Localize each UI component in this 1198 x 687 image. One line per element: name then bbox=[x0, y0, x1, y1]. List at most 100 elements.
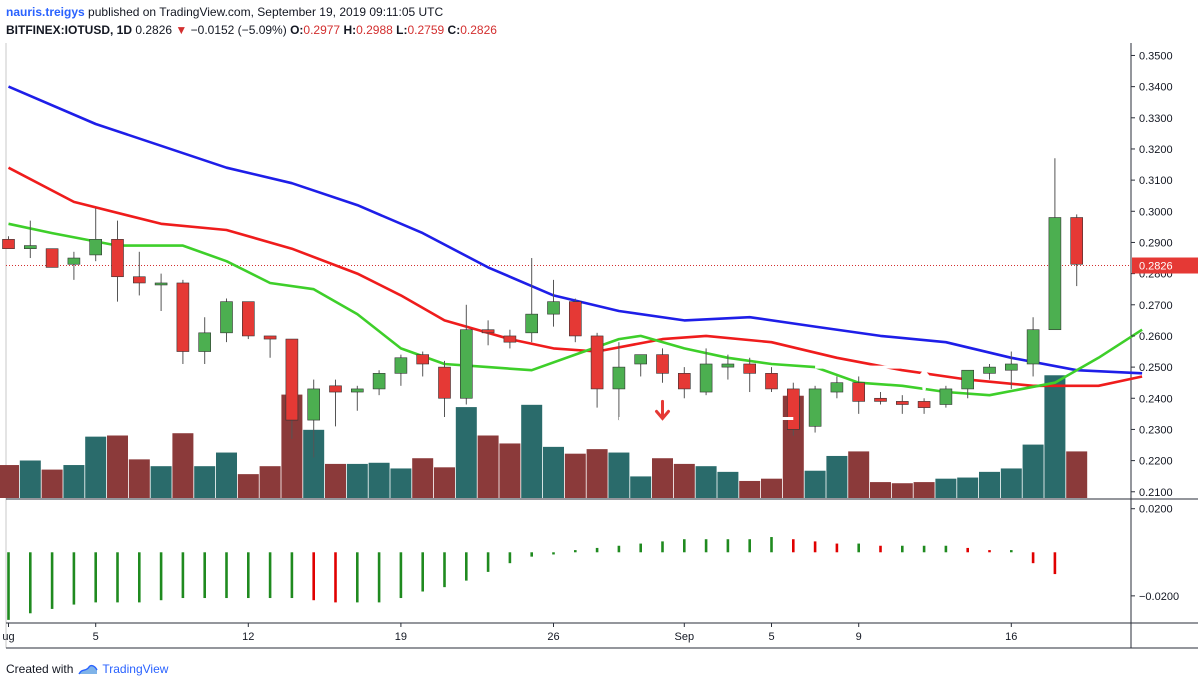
candle-body[interactable] bbox=[590, 335, 604, 390]
volume-bar bbox=[761, 478, 782, 498]
volume-bar bbox=[521, 404, 543, 498]
volume-bar bbox=[41, 469, 63, 498]
candle-body[interactable] bbox=[743, 363, 757, 374]
volume-bar bbox=[913, 482, 935, 498]
volume-bar bbox=[586, 449, 608, 498]
change-value: −0.0152 (−5.09%) bbox=[190, 23, 287, 37]
candle-body[interactable] bbox=[983, 366, 996, 374]
volume-bar bbox=[303, 429, 325, 498]
candle-body[interactable] bbox=[372, 373, 386, 390]
volume-bar bbox=[325, 463, 346, 498]
candle-body[interactable] bbox=[852, 382, 866, 402]
candle-body[interactable] bbox=[786, 388, 800, 430]
candle-body[interactable] bbox=[45, 248, 59, 268]
candle-body[interactable] bbox=[154, 282, 168, 286]
candle-body[interactable] bbox=[2, 239, 15, 249]
candle-body[interactable] bbox=[895, 401, 909, 405]
candle-body[interactable] bbox=[961, 369, 975, 390]
candle-body[interactable] bbox=[220, 301, 233, 334]
volume-bar bbox=[85, 436, 107, 498]
last-price-tag bbox=[1132, 257, 1198, 274]
candle-body[interactable] bbox=[23, 245, 37, 249]
candle-body[interactable] bbox=[1048, 217, 1062, 331]
volume-bar bbox=[1000, 468, 1022, 498]
volume-bar bbox=[1066, 451, 1088, 498]
volume-bar bbox=[957, 477, 979, 498]
author-link[interactable]: nauris.treigys bbox=[6, 5, 85, 19]
candle-body[interactable] bbox=[263, 335, 277, 340]
candle-body[interactable] bbox=[1070, 217, 1083, 265]
candle-body[interactable] bbox=[285, 338, 299, 421]
volume-bar bbox=[564, 453, 586, 498]
candle-body[interactable] bbox=[830, 382, 844, 393]
candle-body[interactable] bbox=[525, 313, 539, 334]
indicator-tick-label: −0.0200 bbox=[1139, 591, 1179, 603]
volume-bar bbox=[216, 452, 237, 498]
candle-body[interactable] bbox=[394, 357, 408, 374]
volume-bar bbox=[172, 433, 194, 498]
price-tick-label: 0.2100 bbox=[1139, 487, 1173, 499]
tradingview-link[interactable]: TradingView bbox=[77, 662, 168, 676]
candle-body[interactable] bbox=[634, 354, 648, 365]
candle-body[interactable] bbox=[438, 366, 451, 399]
volume-bar bbox=[673, 463, 695, 498]
candle-body[interactable] bbox=[1004, 363, 1018, 371]
open-value: 0.2977 bbox=[303, 23, 341, 37]
candle-body[interactable] bbox=[89, 239, 102, 256]
price-tick-label: 0.2500 bbox=[1139, 362, 1173, 374]
volume-bar bbox=[543, 446, 564, 498]
volume-bar bbox=[19, 460, 41, 498]
volume-bar bbox=[652, 458, 673, 498]
candle-body[interactable] bbox=[1026, 329, 1040, 365]
price-tick-label: 0.3500 bbox=[1139, 50, 1173, 62]
candle-body[interactable] bbox=[612, 366, 626, 390]
candle-body[interactable] bbox=[656, 354, 669, 374]
volume-bar bbox=[368, 462, 390, 498]
price-tick-label: 0.3000 bbox=[1139, 206, 1173, 218]
candle-body[interactable] bbox=[198, 332, 211, 352]
candle-body[interactable] bbox=[350, 388, 364, 393]
volume-bar bbox=[891, 483, 913, 498]
candle-body[interactable] bbox=[765, 373, 778, 390]
indicator-tick-label: 0.0200 bbox=[1139, 504, 1173, 516]
time-tick-label: 12 bbox=[242, 631, 254, 643]
candle-body[interactable] bbox=[133, 276, 146, 284]
moving-average-blue bbox=[7, 85, 1143, 375]
candle-body[interactable] bbox=[699, 363, 713, 393]
candle-body[interactable] bbox=[677, 373, 691, 390]
price-tick-label: 0.3200 bbox=[1139, 144, 1173, 156]
up-arrow-icon bbox=[916, 369, 932, 391]
symbol-label: BITFINEX:IOTUSD, 1D bbox=[6, 23, 133, 37]
candle-body[interactable] bbox=[416, 354, 430, 365]
volume-bar bbox=[739, 480, 761, 498]
volume-bar bbox=[63, 465, 85, 498]
time-tick-label: 5 bbox=[93, 631, 99, 643]
candle-body[interactable] bbox=[242, 301, 255, 337]
time-tick-label: 19 bbox=[395, 631, 407, 643]
price-tick-label: 0.2300 bbox=[1139, 424, 1173, 436]
price-tick-label: 0.3100 bbox=[1139, 175, 1173, 187]
volume-bar bbox=[259, 466, 281, 498]
candle-body[interactable] bbox=[917, 401, 931, 408]
volume-bar bbox=[434, 467, 455, 498]
tradingview-logo-icon bbox=[78, 664, 99, 675]
candle-body[interactable] bbox=[721, 363, 735, 368]
candle-body[interactable] bbox=[307, 388, 321, 421]
candle-body[interactable] bbox=[176, 282, 190, 352]
candle-body[interactable] bbox=[939, 388, 953, 405]
candle-body[interactable] bbox=[459, 329, 473, 399]
time-tick-label: 26 bbox=[547, 631, 559, 643]
candle-body[interactable] bbox=[547, 301, 560, 315]
volume-bar bbox=[1022, 444, 1044, 498]
candle-body[interactable] bbox=[67, 257, 81, 265]
candle-body[interactable] bbox=[808, 388, 822, 427]
candle-body[interactable] bbox=[329, 385, 342, 393]
price-tick-label: 0.2900 bbox=[1139, 237, 1173, 249]
publish-line: nauris.treigys published on TradingView.… bbox=[6, 5, 443, 19]
candle-body[interactable] bbox=[503, 335, 517, 343]
candle-body[interactable] bbox=[874, 397, 887, 402]
candle-body[interactable] bbox=[568, 301, 582, 337]
candle-body[interactable] bbox=[111, 239, 124, 278]
candle-body[interactable] bbox=[481, 329, 495, 334]
